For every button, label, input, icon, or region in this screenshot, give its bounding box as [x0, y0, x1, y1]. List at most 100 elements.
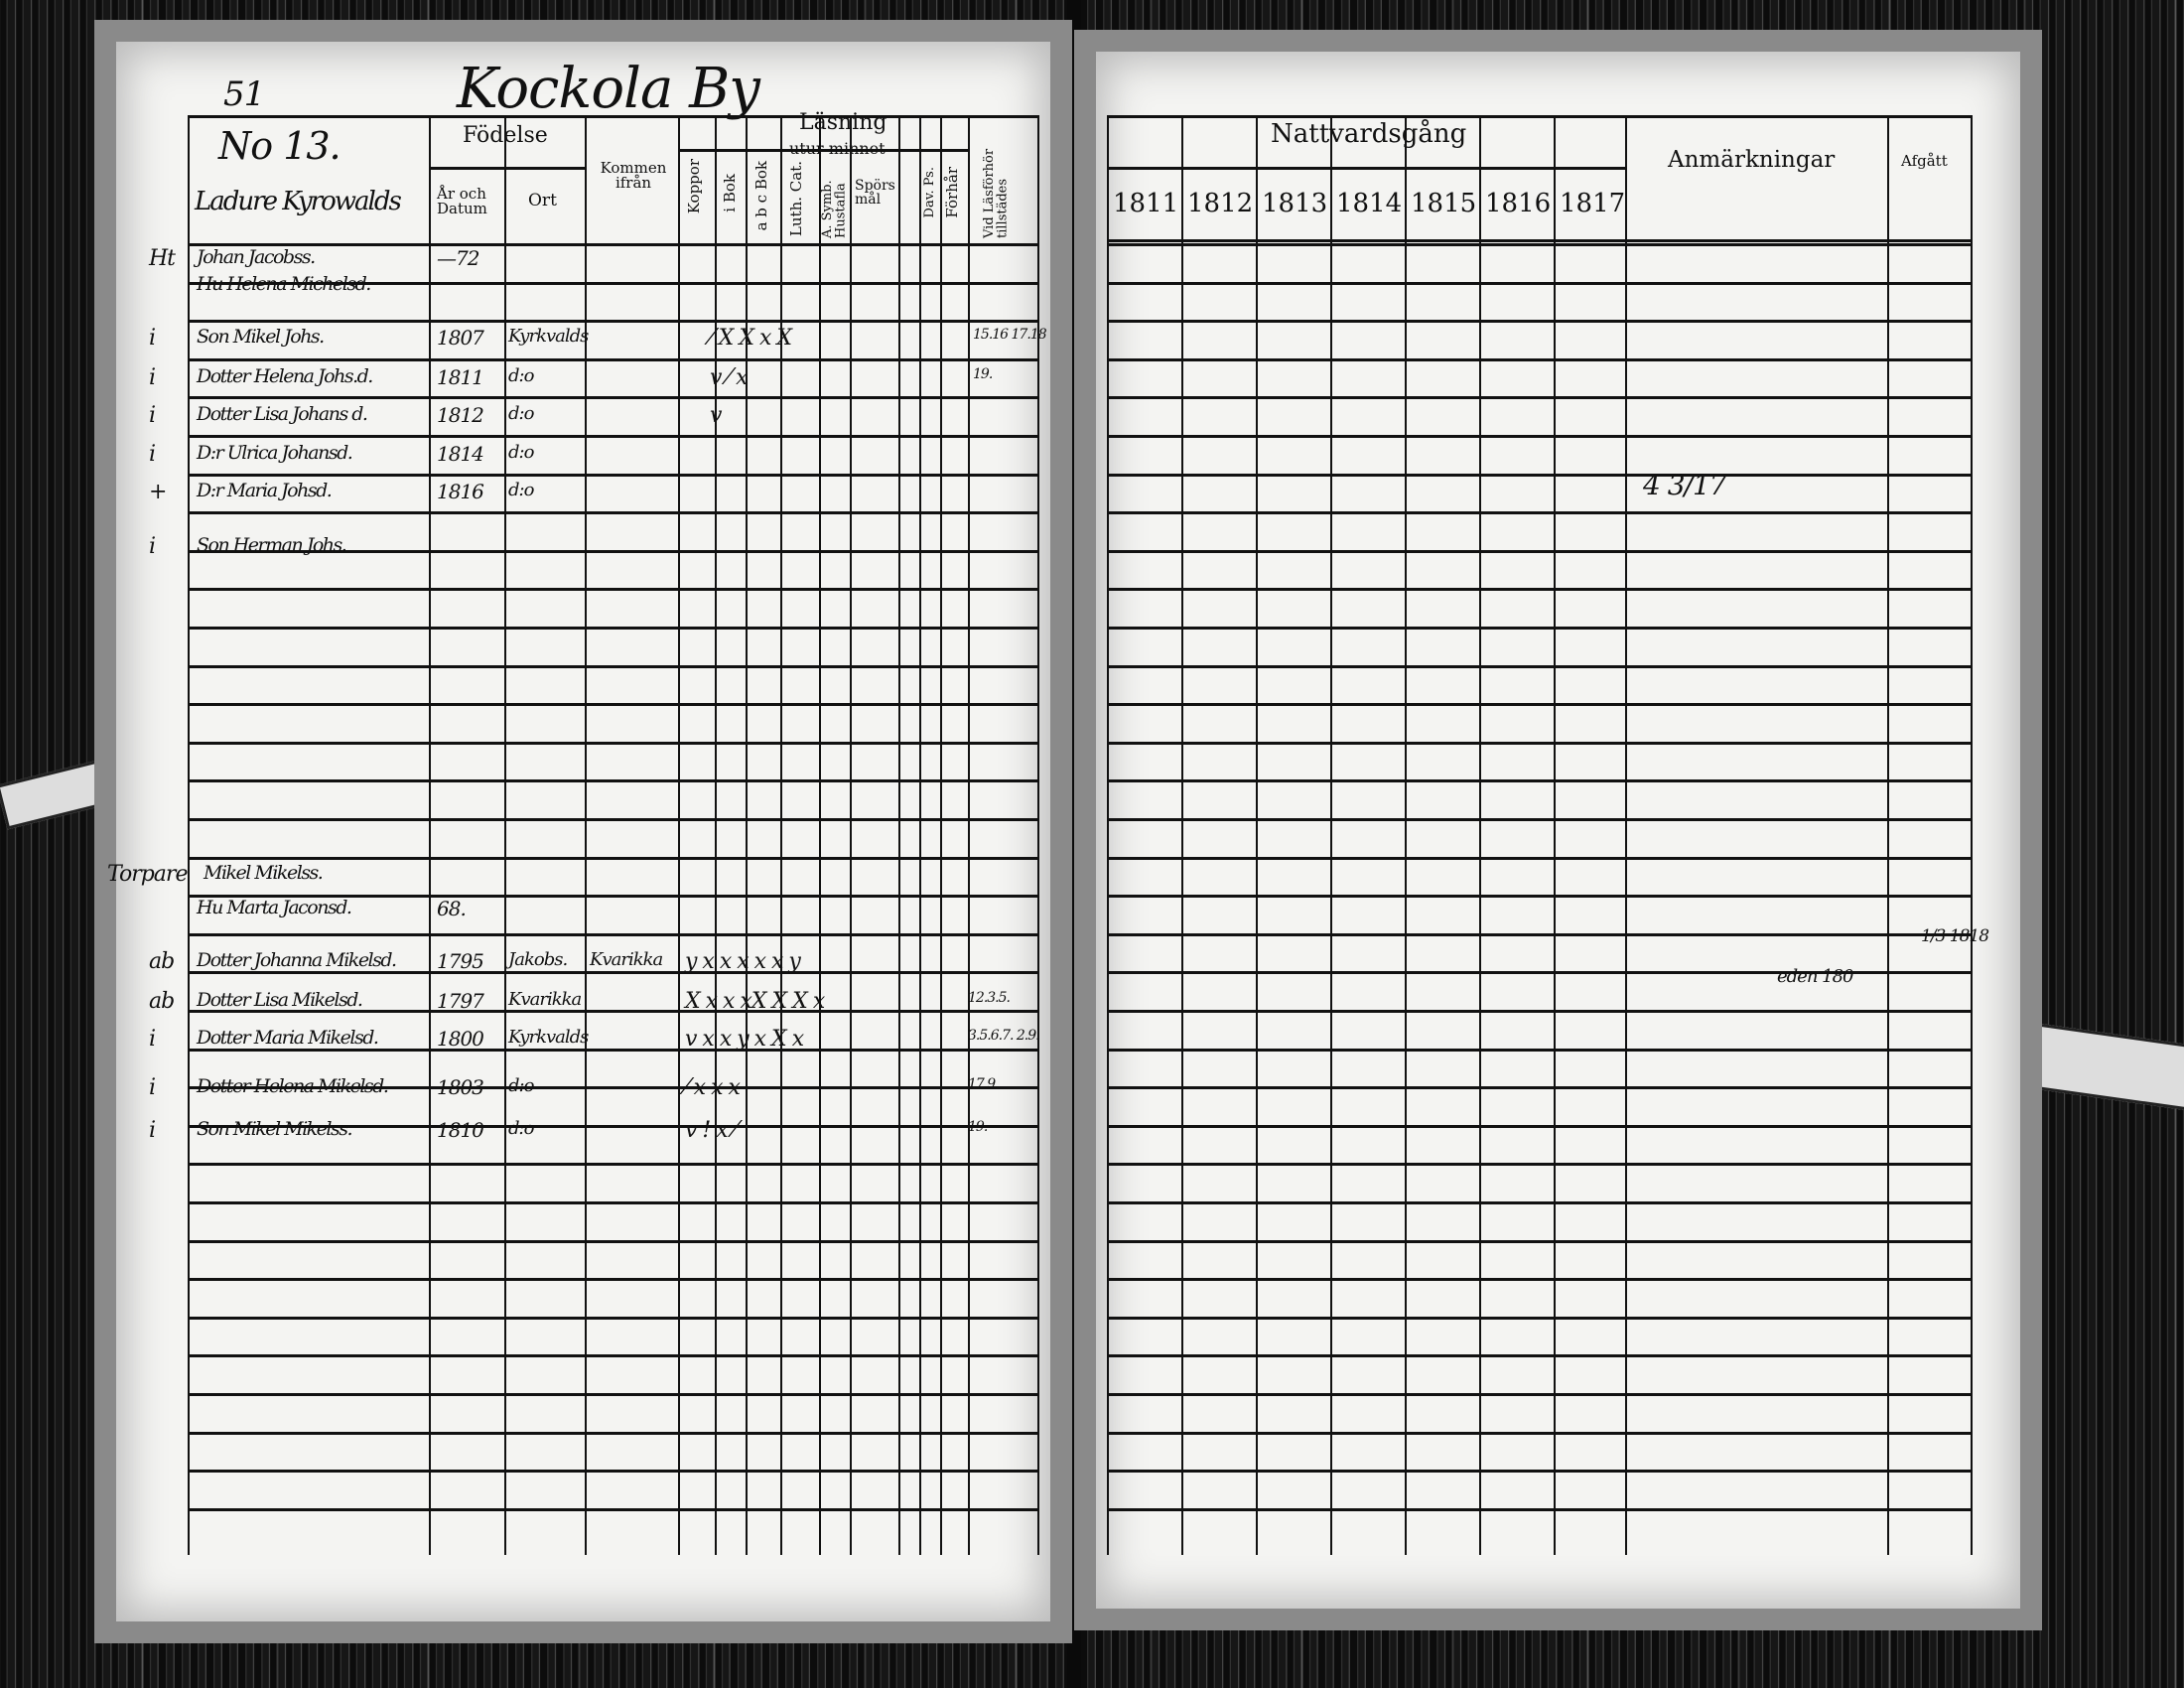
entry-reading-marks: v ! x ⁄	[685, 1118, 737, 1143]
grid-line	[1107, 243, 1971, 246]
grid-line	[188, 1354, 1037, 1358]
grid-line	[188, 1239, 1037, 1243]
header-year-1817: 1817	[1560, 189, 1626, 218]
grid-line	[1107, 856, 1971, 860]
header-fodelse: Födelse	[463, 123, 548, 148]
entry-name: Dotter Johanna Mikelsd.	[197, 949, 397, 971]
grid-line	[188, 1048, 1037, 1052]
grid-line	[1107, 1278, 1971, 1282]
entry-birth-place: d:o	[508, 442, 534, 463]
grid-line	[819, 115, 821, 1555]
entry-name: Dotter Lisa Mikelsd.	[197, 989, 363, 1011]
grid-line	[1256, 115, 1258, 1555]
entry-lasforhor-notes: 19.	[968, 1119, 988, 1135]
grid-line	[1107, 1507, 1971, 1511]
grid-line	[429, 115, 431, 1555]
header-abc-bok: a b c Bok	[752, 161, 770, 231]
grid-line	[1107, 115, 1109, 1555]
entry-name: Son Mikel Mikelss.	[197, 1118, 353, 1140]
entry-name: Dotter Lisa Johans d.	[197, 403, 368, 425]
header-year-1814: 1814	[1336, 189, 1403, 218]
entry-mark: i	[149, 365, 156, 390]
grid-line	[968, 115, 970, 1555]
grid-line	[1107, 167, 1625, 170]
grid-line	[1479, 115, 1481, 1555]
grid-line	[1405, 115, 1407, 1555]
remark-annotation: eden 180	[1777, 966, 1853, 987]
entry-name: Mikel Mikelss.	[204, 862, 324, 884]
grid-line	[1037, 115, 1039, 1555]
entry-reading-marks: ⁄ x x x	[685, 1075, 741, 1100]
entry-birth-date: 1803	[437, 1075, 484, 1099]
header-ar-och-datum: År och Datum	[437, 185, 487, 217]
grid-line	[1107, 1010, 1971, 1013]
grid-line	[188, 1470, 1037, 1474]
entry-birth-date: 1795	[437, 949, 484, 973]
entry-birth-place: Kyrkvalds	[508, 326, 589, 347]
entry-birth-date: 1797	[437, 989, 484, 1013]
entry-mark: +	[149, 480, 167, 504]
grid-line	[1971, 115, 1973, 1555]
grid-line	[850, 115, 852, 1555]
entry-birth-place: Kvarikka	[508, 989, 582, 1010]
entry-birth-date: 1814	[437, 442, 484, 466]
entry-mark: i	[149, 442, 156, 467]
header-i-bok: i Bok	[721, 174, 739, 212]
entry-reading-marks: y x x x x x y	[685, 949, 801, 974]
household-number: No 13.	[218, 124, 341, 168]
grid-line	[1107, 1048, 1971, 1052]
entry-mark: i	[149, 1075, 156, 1100]
entry-mark: i	[149, 326, 156, 351]
grid-line	[1107, 435, 1971, 438]
grid-line	[1107, 1316, 1971, 1320]
grid-line	[188, 1278, 1037, 1282]
entry-birth-date: 1811	[437, 365, 484, 389]
entry-mark: i	[149, 1027, 156, 1052]
grid-line	[188, 549, 1037, 553]
entry-name: D:r Ulrica Johansd.	[197, 442, 353, 464]
grid-line	[1625, 115, 1627, 1555]
header-ort: Ort	[528, 191, 557, 211]
entry-name: Johan Jacobss.	[197, 246, 316, 268]
header-kommen-ifran: Kommen ifrån	[600, 159, 667, 192]
grid-line	[188, 895, 1037, 899]
grid-line	[1107, 281, 1971, 285]
entry-name: Dotter Maria Mikelsd.	[197, 1027, 379, 1049]
grid-line	[1107, 703, 1971, 707]
entry-birth-place: d:o	[508, 365, 534, 386]
entry-kommen-ifran: Kvarikka	[590, 949, 663, 970]
grid-line	[1107, 357, 1971, 361]
grid-line	[504, 115, 506, 1555]
grid-line	[1107, 549, 1971, 553]
grid-line	[1107, 779, 1971, 783]
grid-line	[429, 167, 585, 170]
grid-line	[1107, 1163, 1971, 1167]
entry-mark: Torpare	[107, 862, 188, 887]
entry-lasforhor-notes: 3.5.6.7. 2.9.	[968, 1028, 1040, 1044]
entry-lasforhor-notes: 12.3.5.	[968, 990, 1011, 1006]
entry-birth-place: Jakobs.	[508, 949, 568, 970]
grid-line	[1107, 239, 1971, 242]
header-sporsmal: Spörsmål	[855, 178, 895, 208]
grid-line	[1107, 1086, 1971, 1090]
header-year-1812: 1812	[1187, 189, 1254, 218]
grid-line	[1107, 1393, 1971, 1396]
grid-line	[1181, 115, 1183, 1555]
entry-birth-place: d:o	[508, 1118, 534, 1139]
entry-reading-marks: v	[710, 403, 722, 428]
grid-line	[188, 1124, 1037, 1128]
grid-line	[188, 741, 1037, 745]
grid-line	[188, 1010, 1037, 1013]
header-dav-ps: Dav. Ps.	[922, 167, 937, 218]
entry-name: Son Mikel Johs.	[197, 326, 325, 348]
header-a-symb: A. Symb. Hustafla	[820, 180, 849, 238]
grid-line	[188, 779, 1037, 783]
grid-line	[1107, 588, 1971, 592]
entry-birth-place: d:o	[508, 1075, 534, 1096]
grid-line	[188, 703, 1037, 707]
entry-lasforhor-notes: 19.	[973, 366, 993, 382]
entry-reading-marks: v x x y x X x	[685, 1027, 804, 1052]
grid-line	[1107, 1124, 1971, 1128]
entry-mark: i	[149, 1118, 156, 1143]
grid-line	[1107, 320, 1971, 324]
